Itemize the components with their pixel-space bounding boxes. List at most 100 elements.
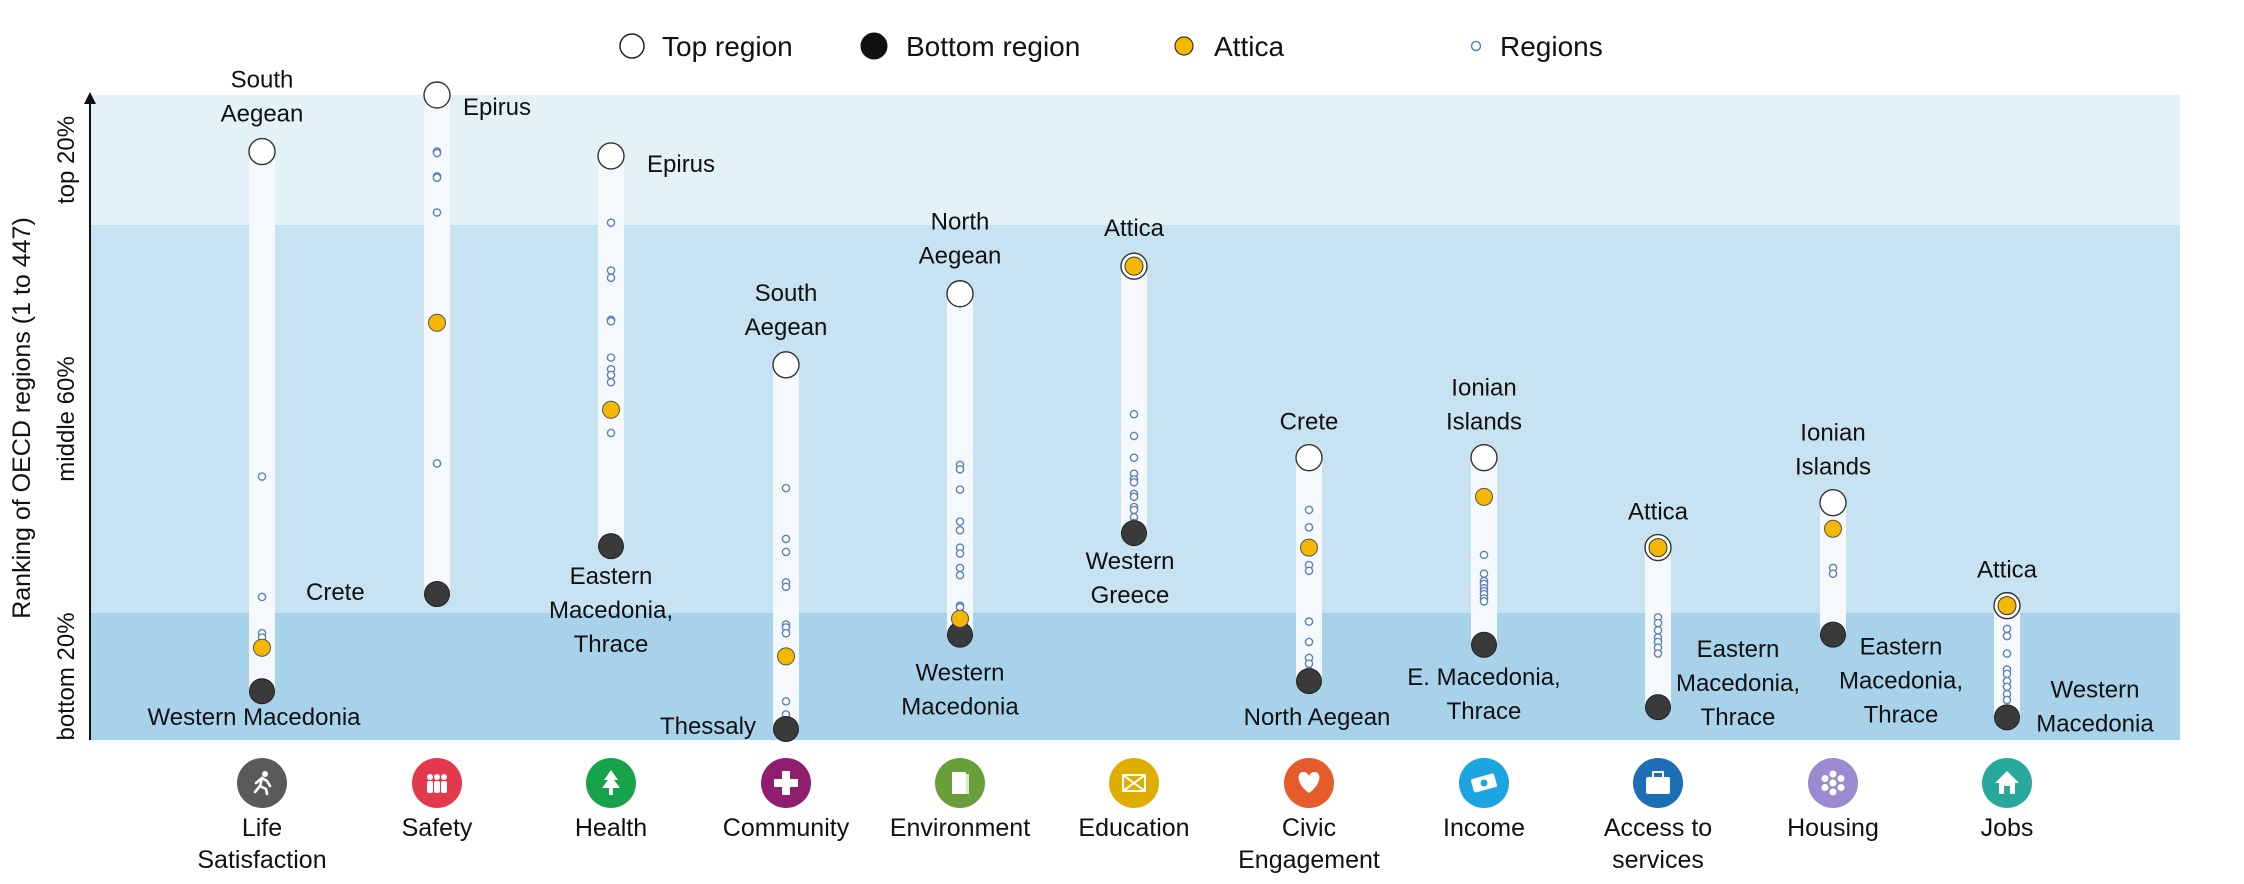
region-point	[781, 582, 791, 592]
band-label: middle 60%	[53, 356, 80, 481]
region-point	[955, 549, 965, 558]
top-region-label: Attica	[1628, 499, 1689, 526]
top-region-point	[1470, 443, 1498, 472]
top-region-label: Crete	[1280, 409, 1339, 436]
category-label: Life Satisfaction	[197, 814, 326, 874]
bottom-region-label: Western Macedonia	[2036, 676, 2154, 737]
money-icon-glyph	[1471, 773, 1497, 793]
bottom-region-label: Eastern Macedonia, Thrace	[549, 563, 673, 658]
category-label: Education	[1078, 814, 1189, 842]
top-region-point	[946, 280, 974, 308]
bottom-region-point	[1645, 694, 1671, 721]
top-region-point	[597, 142, 625, 170]
region-point	[1129, 492, 1139, 502]
column-strip	[424, 95, 450, 595]
house-icon-glyph	[1995, 771, 2019, 794]
book-icon	[935, 758, 985, 808]
bottom-region-point	[1121, 520, 1147, 547]
category-column: Epirus	[423, 81, 531, 608]
bottom-region-point	[1471, 631, 1497, 658]
band-label: top 20%	[53, 116, 80, 204]
top-region-label: Attica	[1104, 215, 1165, 242]
category-label: Environment	[890, 814, 1030, 842]
region-point	[606, 273, 616, 283]
bottom-region-label: Thessaly	[660, 713, 756, 740]
region-point	[955, 485, 965, 494]
region-point	[1129, 431, 1139, 441]
region-point	[1129, 453, 1139, 462]
heart-icon	[1284, 758, 1334, 808]
region-point	[1653, 618, 1663, 628]
attica-point	[1124, 256, 1144, 276]
house-icon	[1982, 758, 2032, 808]
region-point	[955, 517, 965, 526]
legend-label-regions: Regions	[1500, 31, 1603, 62]
category-label: Safety	[402, 814, 473, 842]
top-region-label: Ionian Islands	[1446, 375, 1522, 436]
region-point	[2002, 669, 2012, 679]
legend-marker-top	[619, 33, 645, 59]
attica-point	[602, 400, 620, 419]
y-axis-arrow	[84, 92, 96, 104]
band-label: bottom 20%	[53, 612, 80, 740]
region-point	[1479, 550, 1489, 560]
region-point	[1129, 505, 1139, 515]
column-strip	[773, 364, 799, 729]
category-label: Health	[575, 814, 647, 842]
plus-icon-glyph	[774, 771, 798, 795]
region-point	[432, 208, 442, 217]
tree-icon	[586, 758, 636, 808]
attica-point	[253, 638, 271, 657]
region-point	[955, 563, 965, 573]
region-point	[1129, 409, 1139, 419]
category-label: Housing	[1787, 814, 1879, 842]
region-point	[955, 570, 965, 580]
band-rect	[90, 95, 2180, 225]
region-point	[2002, 682, 2012, 692]
top-region-point	[772, 351, 800, 379]
region-point	[781, 628, 791, 638]
category-label: Civic Engagement	[1238, 814, 1380, 874]
briefcase-icon	[1633, 758, 1683, 808]
bottom-region-point	[1820, 621, 1846, 648]
category-column: South Aegean Western Macedonia Crete	[148, 67, 365, 732]
region-point	[2002, 624, 2012, 634]
top-region-label: South Aegean	[221, 67, 304, 128]
top-region-label: Epirus	[647, 151, 715, 178]
attica-point	[1824, 519, 1842, 538]
bottom-region-label: Western Macedonia	[901, 660, 1019, 721]
bottom-region-point	[598, 533, 624, 560]
attica-point	[951, 609, 969, 628]
region-point	[1304, 566, 1314, 576]
region-point	[432, 173, 442, 182]
region-point	[955, 525, 965, 535]
person-running-icon-glyph	[253, 771, 272, 796]
column-strip	[1121, 266, 1147, 534]
attica-point	[428, 313, 446, 332]
bottom-region-label: E. Macedonia, Thrace	[1407, 664, 1560, 725]
attica-point	[1648, 538, 1668, 558]
bottom-region-label: Eastern Macedonia, Thrace	[1676, 636, 1800, 731]
region-point	[1129, 478, 1139, 487]
category-column: Attica Western Macedonia	[1977, 557, 2154, 738]
region-point	[2002, 695, 2012, 705]
region-point	[781, 697, 791, 706]
bottom-region-point	[249, 678, 275, 705]
category-label: Jobs	[1981, 814, 2034, 842]
attica-point	[1300, 538, 1318, 557]
category-column: Crete North Aegean	[1244, 409, 1391, 731]
briefcase-icon-glyph	[1646, 771, 1670, 794]
region-point	[1653, 649, 1663, 658]
top-region-point	[1295, 443, 1323, 472]
attica-point	[777, 647, 795, 666]
region-point	[1479, 569, 1489, 579]
category-label: Access to services	[1604, 814, 1712, 874]
region-point	[606, 317, 616, 326]
legend-label-attica: Attica	[1214, 31, 1284, 62]
flower-icon-glyph	[1821, 770, 1845, 796]
category-column: North Aegean Western Macedonia	[901, 209, 1019, 721]
legend-marker-regions	[1470, 40, 1482, 52]
top-region-label: Ionian Islands	[1795, 420, 1871, 481]
attica-point	[1475, 487, 1493, 506]
region-point	[606, 266, 616, 275]
